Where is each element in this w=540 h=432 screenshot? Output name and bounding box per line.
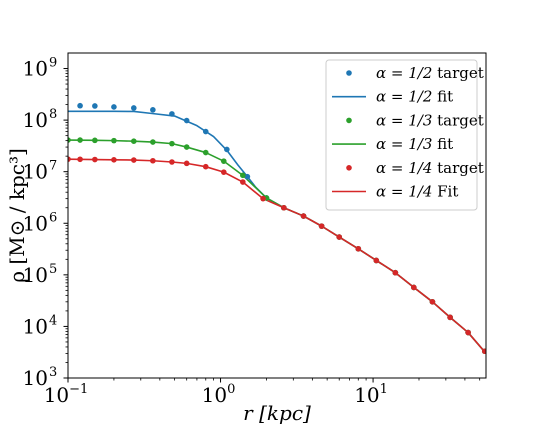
series-2-point [131,138,137,144]
series-4-point [260,195,266,202]
chart-marks [68,102,486,355]
series-0-point [224,146,230,153]
series-2-point [183,144,190,150]
y-tick-exponent: 9 [49,56,57,71]
series-4-point [150,157,156,164]
series-2-point [169,140,175,147]
series-4-point [240,179,246,185]
series-4-point [300,213,307,219]
y-axis-label: ρ [M⊙ / kpc³] [5,148,29,283]
y-tick-label: 10 [23,108,48,132]
chart-legend: α = 1/2 target α = 1/2 fit α = 1/3 target α… [325,59,484,211]
legend-marker-4 [346,165,352,171]
series-4-point [355,245,362,252]
y-tick-exponent: 6 [49,210,57,225]
series-4-point [68,156,71,162]
series-2-point [68,137,71,143]
y-tick-label: 10 [23,160,48,184]
y-tick-label: 10 [23,57,48,81]
series-2-point [220,158,227,164]
y-tick-label: 10 [23,366,48,390]
series-4-point [373,257,380,264]
series-4-point [429,299,436,305]
series-4-point [318,223,325,229]
y-tick-label: 10 [23,211,48,235]
series-0-point [150,107,156,113]
series-4-point [411,284,417,291]
series-0-point [77,102,83,109]
legend-box [325,59,478,211]
y-tick-label: 10 [23,314,48,338]
legend-label-5: α = 1/4 Fit [376,183,458,201]
y-tick-label: 10 [23,263,48,287]
legend-label-0: α = 1/2 target [376,64,484,82]
series-4-point [77,156,83,163]
y-tick-exponent: 8 [49,107,57,122]
series-4-point [481,348,486,355]
series-0-point [92,103,98,109]
legend-label-3: α = 1/3 fit [376,135,453,153]
series-4-point [183,160,190,167]
series-2-point [92,137,98,144]
series-4-point [392,269,399,276]
series-4-point [220,169,227,175]
series-4-point [202,163,209,170]
legend-marker-2 [346,117,352,124]
series-0-point [183,117,190,124]
legend-marker-0 [346,70,352,76]
y-tick-exponent: 4 [49,313,57,328]
x-tick-label: 101 [354,382,388,407]
series-2-point [77,137,83,143]
y-tick-exponent: 3 [49,365,57,380]
series-4-point [169,159,175,165]
series-4-point [131,157,137,163]
x-tick-label: 10−1 [44,382,89,407]
legend-label-1: α = 1/2 fit [376,88,453,106]
series-4-point [336,234,343,240]
series-2-point [111,137,117,144]
series-0-point [244,173,251,180]
series-0-point [131,105,137,111]
series-2-point [150,139,156,145]
series-0-point [169,111,175,117]
legend-label-4: α = 1/4 target [376,159,484,177]
series-4-point [111,157,117,163]
series-2-point [202,149,209,156]
x-tick-label: 100 [202,382,236,407]
series-4-point [92,156,98,163]
series-0-point [111,104,117,110]
series-0-point [202,128,209,135]
y-tick-exponent: 7 [49,159,57,174]
plot-series-group [68,102,486,355]
x-axis-label: r [kpc] [243,401,311,425]
series-4-point [447,314,453,321]
series-2-point [240,172,246,179]
series-4-point [465,329,471,336]
series-4-point [281,204,287,211]
axes-frame [67,52,487,379]
legend-label-2: α = 1/3 target [376,111,484,129]
y-tick-exponent: 5 [49,262,57,277]
